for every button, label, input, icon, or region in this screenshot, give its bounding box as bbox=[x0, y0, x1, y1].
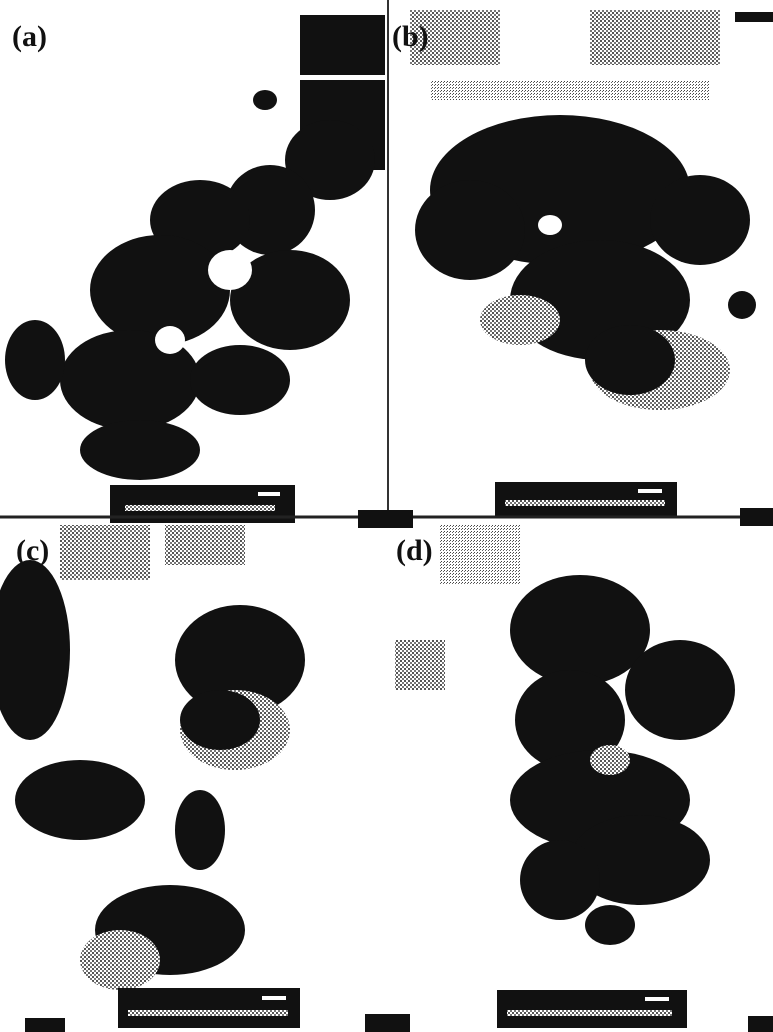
panel-d: (d) bbox=[395, 525, 773, 1032]
background bbox=[165, 525, 245, 565]
particle bbox=[90, 235, 230, 345]
particle bbox=[625, 640, 735, 740]
scale-bar-box bbox=[118, 988, 300, 1028]
panel-label: (a) bbox=[12, 20, 47, 53]
scale-bar-info bbox=[125, 505, 275, 511]
particle bbox=[225, 165, 315, 255]
edge bbox=[358, 510, 413, 528]
particle bbox=[285, 120, 375, 200]
particle bbox=[510, 575, 650, 685]
panel-label: (c) bbox=[16, 534, 49, 567]
scale-bar bbox=[645, 997, 669, 1001]
particle bbox=[180, 690, 260, 750]
background bbox=[590, 10, 720, 65]
particle bbox=[80, 420, 200, 480]
gap bbox=[208, 250, 252, 290]
particle bbox=[585, 325, 675, 395]
scale-bar bbox=[258, 492, 280, 496]
particle bbox=[300, 15, 385, 75]
panel-c: (c) bbox=[0, 525, 410, 1032]
scale-bar-info bbox=[128, 1010, 288, 1016]
particle bbox=[175, 790, 225, 870]
edge bbox=[25, 1018, 65, 1032]
background bbox=[430, 80, 710, 100]
particle bbox=[5, 320, 65, 400]
gap bbox=[538, 215, 562, 235]
particle bbox=[0, 560, 70, 740]
particle bbox=[15, 760, 145, 840]
particle bbox=[190, 345, 290, 415]
background bbox=[440, 525, 520, 585]
edge bbox=[365, 1014, 410, 1032]
particle bbox=[230, 250, 350, 350]
particle bbox=[80, 930, 160, 990]
particle bbox=[728, 291, 756, 319]
scale-bar-box bbox=[497, 990, 687, 1028]
particle bbox=[585, 905, 635, 945]
panel-b: (b) bbox=[392, 10, 773, 518]
particle bbox=[253, 90, 277, 110]
particle bbox=[520, 840, 600, 920]
particle bbox=[415, 180, 525, 280]
panel-label: (b) bbox=[392, 20, 429, 53]
edge bbox=[748, 1016, 773, 1032]
scale-bar-info bbox=[507, 1010, 672, 1016]
gap bbox=[155, 326, 185, 354]
edge bbox=[735, 12, 773, 22]
background bbox=[395, 640, 445, 690]
edge bbox=[740, 508, 773, 526]
particle bbox=[175, 605, 305, 715]
scale-bar bbox=[262, 996, 286, 1000]
particle bbox=[590, 745, 630, 775]
background bbox=[410, 10, 500, 65]
background bbox=[60, 525, 150, 580]
particle bbox=[650, 175, 750, 265]
particle bbox=[570, 815, 710, 905]
particle bbox=[515, 670, 625, 770]
particle bbox=[480, 295, 560, 345]
scale-bar-info bbox=[505, 500, 665, 506]
panel-a: (a) bbox=[5, 15, 385, 523]
scale-bar bbox=[638, 489, 662, 493]
panel-label: (d) bbox=[396, 534, 433, 567]
particle bbox=[60, 330, 200, 430]
